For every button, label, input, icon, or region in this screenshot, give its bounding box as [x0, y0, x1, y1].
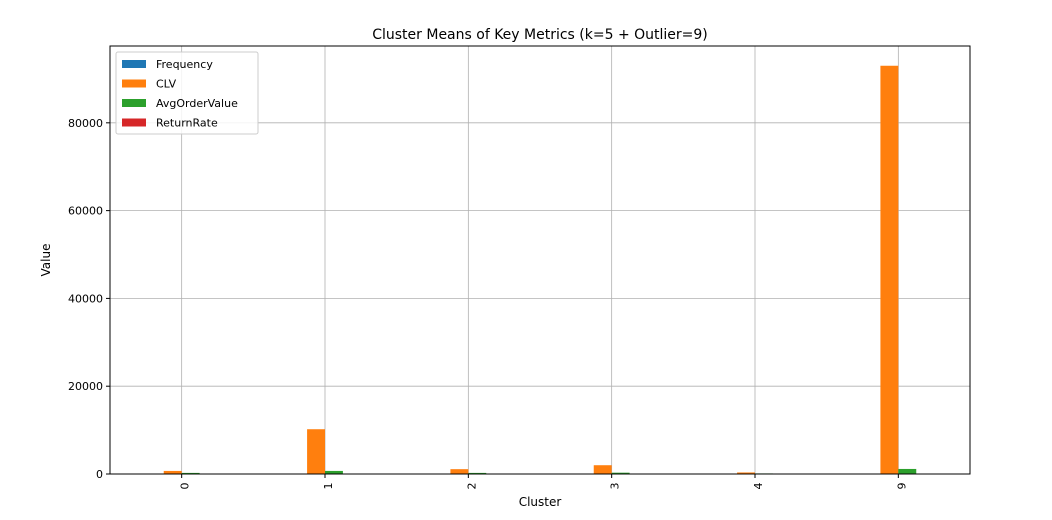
bar-avgordervalue-3 — [611, 472, 630, 474]
y-tick-label: 80000 — [68, 117, 103, 130]
legend-label: CLV — [156, 78, 177, 91]
bar-clv-0 — [163, 470, 182, 474]
y-tick-label: 0 — [96, 468, 103, 481]
y-axis-label: Value — [39, 244, 53, 277]
x-axis: 0 1 2 3 4 9 — [179, 474, 908, 490]
plot-frame — [109, 45, 971, 475]
legend-label: ReturnRate — [156, 117, 218, 130]
y-tick-label: 60000 — [68, 205, 103, 218]
x-tick-label: 1 — [322, 483, 335, 490]
bar-clv-4 — [737, 472, 755, 474]
legend: Frequency CLV AvgOrderValue ReturnRate — [115, 51, 259, 135]
bar-clv-2 — [450, 469, 469, 474]
y-tick-label: 40000 — [68, 292, 103, 305]
bar-avgordervalue-1 — [325, 470, 343, 474]
bar-avgordervalue-0 — [181, 472, 200, 474]
bar-clv-3 — [593, 465, 612, 474]
legend-swatch — [122, 99, 146, 107]
x-axis-label: Cluster — [519, 495, 562, 509]
bars — [145, 65, 935, 474]
x-tick-label: 4 — [752, 483, 765, 490]
x-tick-label: 3 — [609, 483, 622, 490]
x-tick-label: 2 — [465, 483, 478, 490]
bar-avgordervalue-2 — [468, 472, 487, 474]
bar-clv-9 — [880, 65, 899, 474]
legend-label: AvgOrderValue — [156, 97, 238, 110]
legend-label: Frequency — [156, 58, 213, 71]
bar-clv-1 — [307, 429, 325, 474]
legend-swatch — [122, 118, 146, 127]
chart-title: Cluster Means of Key Metrics (k=5 + Outl… — [372, 27, 708, 43]
bar-avgordervalue-9 — [898, 468, 917, 474]
y-tick-label: 20000 — [68, 380, 103, 393]
legend-swatch — [122, 60, 146, 68]
y-axis: 0 20000 40000 60000 80000 — [68, 117, 110, 481]
legend-frame — [115, 51, 259, 135]
x-tick-label: 0 — [179, 483, 192, 490]
x-tick-label: 9 — [895, 483, 908, 490]
legend-swatch — [122, 79, 146, 88]
